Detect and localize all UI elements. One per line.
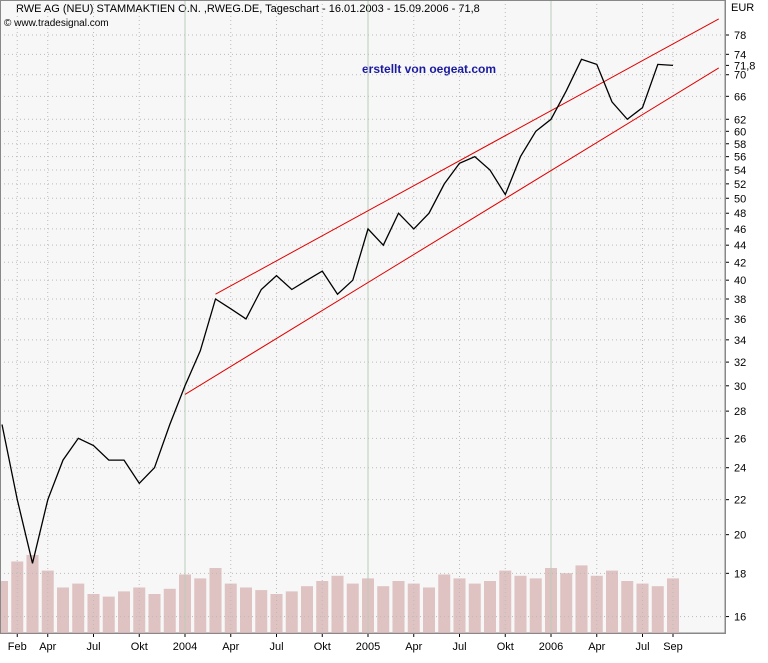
volume-bar bbox=[194, 578, 207, 633]
x-tick-label: Jul bbox=[269, 641, 283, 653]
x-tick-label: Sep bbox=[663, 641, 683, 653]
volume-bar bbox=[72, 583, 85, 633]
y-tick-label: 32 bbox=[734, 357, 746, 369]
y-tick-label: 24 bbox=[734, 463, 746, 475]
trendline bbox=[215, 18, 719, 295]
x-tick-label: 2006 bbox=[539, 641, 563, 653]
y-tick-label: 50 bbox=[734, 193, 746, 205]
volume-bar bbox=[11, 561, 24, 633]
y-tick-label: 16 bbox=[734, 612, 746, 624]
trendline bbox=[184, 67, 720, 395]
y-tick-label: 62 bbox=[734, 114, 746, 126]
x-tick-label: Apr bbox=[588, 641, 605, 653]
volume-bar bbox=[438, 574, 451, 633]
y-tick-label: 38 bbox=[734, 294, 746, 306]
volume-bar bbox=[651, 586, 664, 633]
y-axis-label: EUR bbox=[731, 2, 754, 14]
y-tick-label: 46 bbox=[734, 224, 746, 236]
annotation: erstellt von oegeat.com bbox=[362, 62, 496, 76]
y-tick-label: 60 bbox=[734, 126, 746, 138]
y-tick-label: 36 bbox=[734, 314, 746, 326]
y-tick-label: 34 bbox=[734, 335, 746, 347]
volume-bar bbox=[316, 581, 329, 633]
volume-bar bbox=[133, 587, 146, 633]
y-tick-label: 30 bbox=[734, 381, 746, 393]
volume-bar bbox=[57, 587, 69, 633]
volume-bar bbox=[163, 588, 176, 633]
volume-bar bbox=[301, 586, 313, 633]
x-tick-label: Apr bbox=[405, 641, 422, 653]
volume-bar bbox=[26, 555, 39, 633]
x-tick-label: Apr bbox=[222, 641, 239, 653]
y-tick-label: 66 bbox=[734, 91, 746, 103]
volume-bar bbox=[331, 575, 344, 633]
y-tick-label: 52 bbox=[734, 179, 746, 191]
y-tick-label: 40 bbox=[734, 275, 746, 287]
y-tick-label: 70 bbox=[734, 70, 746, 82]
volume-bar bbox=[484, 581, 496, 633]
y-tick-label: 78 bbox=[734, 30, 746, 42]
y-tick-label: 54 bbox=[734, 165, 746, 177]
x-tick-label: Apr bbox=[39, 641, 56, 653]
volume-bar bbox=[346, 583, 359, 633]
y-tick-label: 18 bbox=[734, 568, 746, 580]
volume-bar bbox=[118, 591, 130, 633]
y-tick-label: 44 bbox=[734, 240, 746, 252]
x-tick-label: 2005 bbox=[356, 641, 380, 653]
volume-bar bbox=[102, 596, 115, 633]
volume-bar bbox=[392, 581, 405, 633]
x-tick-label: 2004 bbox=[173, 641, 197, 653]
volume-bar bbox=[87, 594, 100, 633]
y-tick-label: 48 bbox=[734, 208, 746, 220]
plot-area bbox=[0, 0, 726, 634]
y-tick-label: 42 bbox=[734, 257, 746, 269]
volume-bar bbox=[255, 590, 268, 633]
x-tick-label: Okt bbox=[131, 641, 148, 653]
volume-bar bbox=[0, 581, 8, 633]
volume-bar bbox=[240, 587, 252, 633]
volume-bar bbox=[621, 581, 634, 633]
volume-bar bbox=[41, 570, 54, 633]
volume-bar bbox=[560, 573, 573, 633]
plot-border bbox=[0, 0, 726, 634]
y-tick-label: 26 bbox=[734, 433, 746, 445]
volume-bar bbox=[667, 578, 679, 633]
y-tick-label: 56 bbox=[734, 152, 746, 164]
x-tick-label: Jul bbox=[635, 641, 649, 653]
y-tick-label: 74 bbox=[734, 49, 746, 61]
x-tick-label: Okt bbox=[314, 641, 331, 653]
volume-bar bbox=[148, 594, 161, 633]
volume-bar bbox=[270, 594, 283, 633]
volume-bar bbox=[209, 568, 222, 633]
volume-bar bbox=[514, 575, 527, 633]
x-tick-label: Jul bbox=[452, 641, 466, 653]
x-tick-label: Jul bbox=[86, 641, 100, 653]
volume-bar bbox=[575, 565, 588, 633]
y-tick-label: 20 bbox=[734, 530, 746, 542]
volume-bar bbox=[453, 578, 466, 633]
volume-bar bbox=[423, 587, 435, 633]
y-tick-label: 22 bbox=[734, 495, 746, 507]
x-tick-label: Okt bbox=[497, 641, 514, 653]
last-price-label: 71,8 bbox=[734, 60, 755, 72]
volume-bar bbox=[499, 570, 512, 633]
y-tick-label: 28 bbox=[734, 406, 746, 418]
volume-bar bbox=[377, 586, 390, 633]
x-tick-label: Feb bbox=[8, 641, 27, 653]
price-line bbox=[1, 58, 674, 564]
chart-title: RWE AG (NEU) STAMMAKTIEN O.N. ,RWEG.DE, … bbox=[16, 3, 480, 15]
volume-bar bbox=[285, 591, 298, 633]
chart-subtitle: © www.tradesignal.com bbox=[4, 18, 109, 29]
volume-bar bbox=[529, 578, 542, 633]
volume-bar bbox=[468, 583, 481, 633]
y-tick-label: 58 bbox=[734, 139, 746, 151]
volume-bar bbox=[606, 570, 618, 633]
